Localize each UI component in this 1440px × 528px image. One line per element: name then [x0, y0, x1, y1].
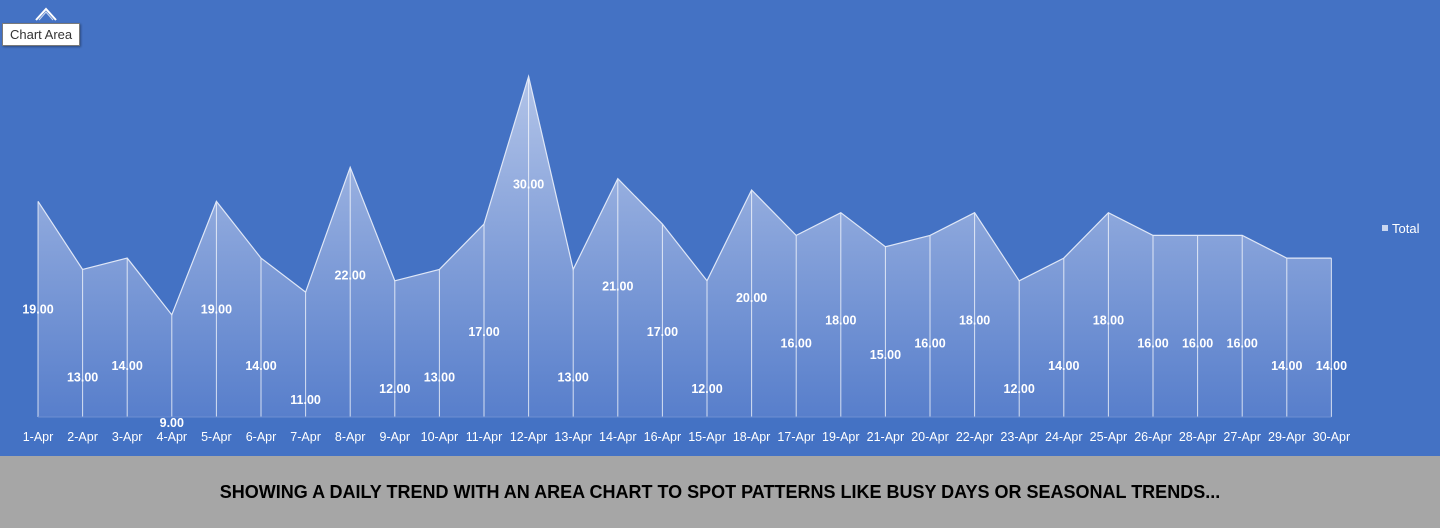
x-tick-label: 8-Apr: [335, 430, 366, 444]
data-label: 18.00: [825, 314, 856, 328]
x-tick-label: 5-Apr: [201, 430, 232, 444]
x-tick-label: 17-Apr: [777, 430, 815, 444]
x-tick-label: 9-Apr: [380, 430, 411, 444]
data-label: 12.00: [1004, 382, 1035, 396]
x-tick-label: 30-Apr: [1313, 430, 1351, 444]
legend-swatch: [1382, 225, 1388, 231]
x-tick-label: 22-Apr: [956, 430, 994, 444]
chart-area[interactable]: 19.00 13.00 14.00 9.00 19.00 14.00 11.00 22.00 1…: [0, 0, 1440, 456]
data-label: 18.00: [1093, 314, 1124, 328]
x-tick-label: 13-Apr: [554, 430, 592, 444]
data-label: 21.00: [602, 280, 633, 294]
data-label: 11.00: [290, 393, 321, 407]
data-label: 16.00: [1182, 336, 1213, 350]
x-tick-label: 24-Apr: [1045, 430, 1083, 444]
data-label: 14.00: [1048, 359, 1079, 373]
x-tick-label: 21-Apr: [867, 430, 905, 444]
area-outline: [37, 74, 1332, 317]
area-chart: 19.00 13.00 14.00 9.00 19.00 14.00 11.00 22.00 1…: [22, 74, 1420, 444]
data-label: 15.00: [870, 348, 901, 362]
x-tick-label: 15-Apr: [688, 430, 726, 444]
data-label: 19.00: [22, 302, 53, 316]
data-label: 13.00: [67, 370, 98, 384]
caption-text: SHOWING A DAILY TREND WITH AN AREA CHART…: [219, 481, 1221, 502]
x-tick-label: 16-Apr: [644, 430, 682, 444]
x-tick-label: 10-Apr: [421, 430, 459, 444]
x-tick-label: 1-Apr: [23, 430, 54, 444]
x-tick-label: 27-Apr: [1223, 430, 1261, 444]
x-tick-label: 11-Apr: [466, 430, 503, 444]
data-label: 13.00: [424, 370, 455, 384]
data-label: 20.00: [736, 291, 767, 305]
x-tick-label: 20-Apr: [911, 430, 949, 444]
data-label: 14.00: [245, 359, 276, 373]
x-tick-label: 26-Apr: [1134, 430, 1172, 444]
data-label: 16.00: [914, 336, 945, 350]
legend-label-total: Total: [1392, 221, 1420, 236]
data-label: 19.00: [201, 302, 232, 316]
x-tick-label: 12-Apr: [510, 430, 548, 444]
legend[interactable]: Total: [1382, 221, 1420, 236]
data-label: 9.00: [160, 416, 184, 430]
x-tick-label: 23-Apr: [1000, 430, 1038, 444]
data-label: 14.00: [1316, 359, 1347, 373]
x-tick-label: 18-Apr: [733, 430, 771, 444]
x-tick-label: 6-Apr: [246, 430, 277, 444]
data-label: 16.00: [781, 336, 812, 350]
data-label: 17.00: [647, 325, 678, 339]
selection-handle-icon[interactable]: [33, 4, 59, 22]
data-label: 12.00: [379, 382, 410, 396]
area-series-total[interactable]: [38, 76, 1332, 418]
x-tick-label: 14-Apr: [599, 430, 637, 444]
data-label: 17.00: [468, 325, 499, 339]
x-tick-label: 19-Apr: [822, 430, 860, 444]
chart-area-tooltip: Chart Area: [2, 23, 81, 46]
data-label: 12.00: [691, 382, 722, 396]
data-label: 16.00: [1227, 336, 1258, 350]
data-label: 14.00: [1271, 359, 1302, 373]
x-tick-label: 4-Apr: [157, 430, 188, 444]
caption-bar: SHOWING A DAILY TREND WITH AN AREA CHART…: [0, 456, 1440, 528]
x-tick-label: 7-Apr: [290, 430, 321, 444]
x-tick-label: 2-Apr: [67, 430, 98, 444]
x-tick-label: 29-Apr: [1268, 430, 1306, 444]
data-label: 16.00: [1137, 336, 1168, 350]
data-label: 30.00: [513, 178, 544, 192]
x-tick-label: 3-Apr: [112, 430, 143, 444]
data-label: 18.00: [959, 314, 990, 328]
data-label: 22.00: [335, 268, 366, 282]
data-label: 13.00: [558, 370, 589, 384]
x-tick-label: 28-Apr: [1179, 430, 1217, 444]
data-label: 14.00: [112, 359, 143, 373]
x-tick-label: 25-Apr: [1090, 430, 1128, 444]
